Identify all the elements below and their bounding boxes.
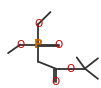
Text: O: O <box>67 64 75 74</box>
Text: O: O <box>34 19 43 29</box>
Text: O: O <box>51 77 60 87</box>
Text: O: O <box>54 40 63 50</box>
Text: P: P <box>34 38 43 51</box>
Text: O: O <box>16 40 24 50</box>
